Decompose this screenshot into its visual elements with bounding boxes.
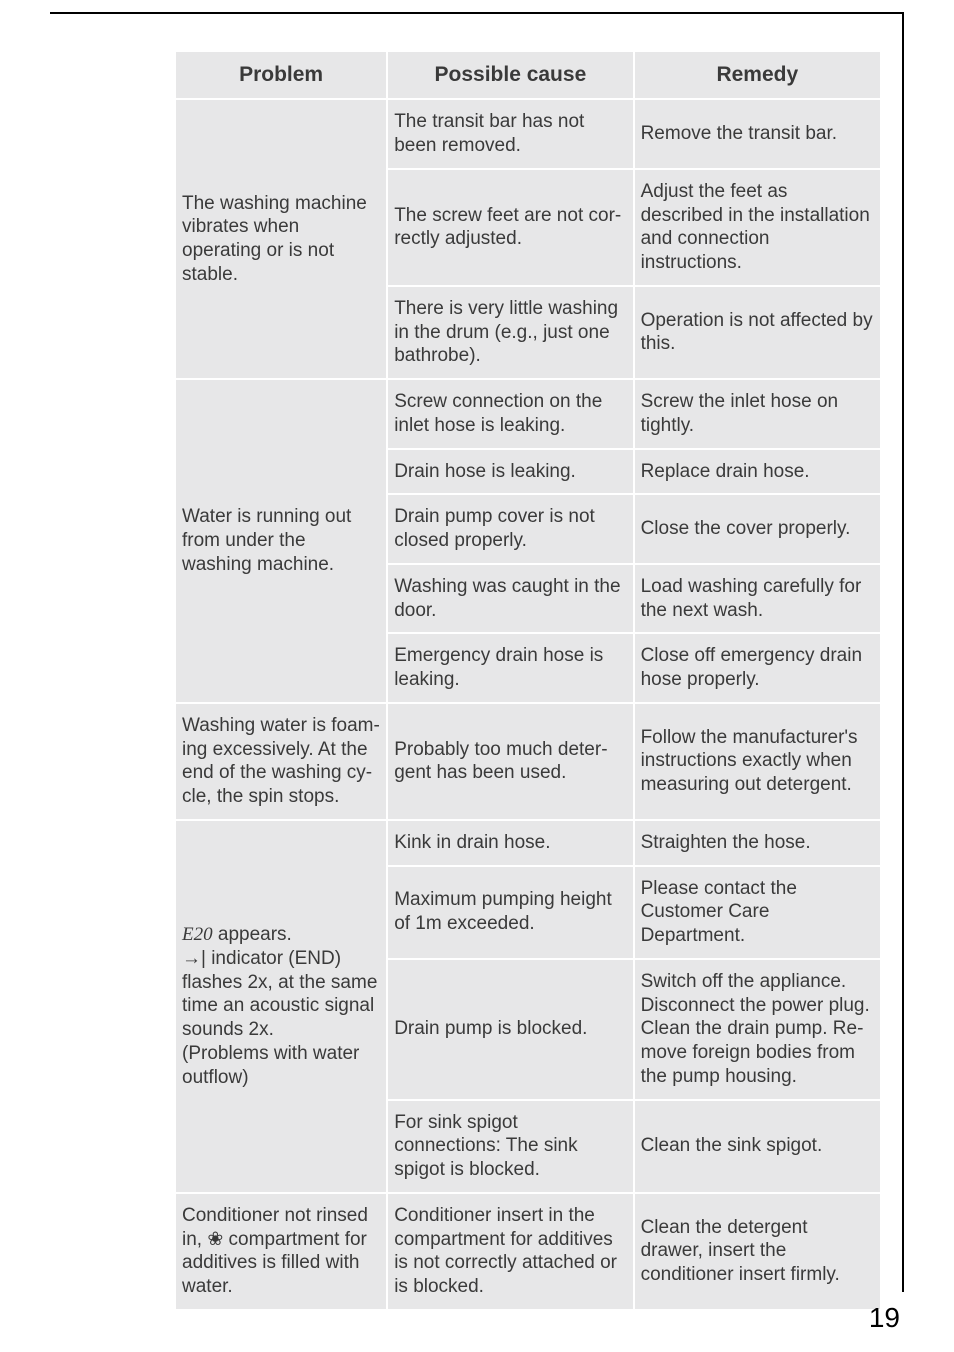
table-row: Washing water is foam­ing excessively. A…	[176, 703, 880, 820]
page-number: 19	[869, 1302, 900, 1334]
cell-problem: E20 appears. →| indicator (END) flashes …	[176, 820, 387, 1193]
cell-cause: The screw feet are not cor­rectly adjust…	[387, 169, 633, 286]
cell-cause: Drain pump is blocked.	[387, 959, 633, 1100]
cell-cause: Drain hose is leaking.	[387, 449, 633, 495]
cell-cause: Screw connection on the in­let hose is l…	[387, 379, 633, 449]
cell-cause: Probably too much deter­gent has been us…	[387, 703, 633, 820]
cell-cause: Emergency drain hose is leaking.	[387, 633, 633, 703]
cell-remedy: Replace drain hose.	[634, 449, 880, 495]
cell-remedy: Close off emergency drain hose properly.	[634, 633, 880, 703]
cell-cause: The transit bar has not been removed.	[387, 99, 633, 169]
cell-problem: Washing water is foam­ing excessively. A…	[176, 703, 387, 820]
cell-remedy: Close the cover properly.	[634, 494, 880, 564]
cell-cause: Washing was caught in the door.	[387, 564, 633, 634]
cell-remedy: Clean the detergent drawer, insert the c…	[634, 1193, 880, 1310]
cell-cause: Conditioner insert in the compartment fo…	[387, 1193, 633, 1310]
cell-remedy: Please contact the Customer Care Departm…	[634, 866, 880, 959]
cell-cause: Drain pump cover is not closed properly.	[387, 494, 633, 564]
table-row: The washing machine vibrates when operat…	[176, 99, 880, 169]
troubleshooting-table: Problem Possible cause Remedy The washin…	[176, 52, 880, 1311]
cell-remedy: Screw the inlet hose on tightly.	[634, 379, 880, 449]
table-row: Conditioner not rinsed in, ❀ compartment…	[176, 1193, 880, 1310]
col-remedy: Remedy	[634, 52, 880, 99]
cell-problem: Water is running out from under the wash…	[176, 379, 387, 703]
cell-cause: There is very little washing in the drum…	[387, 286, 633, 379]
table-row: E20 appears. →| indicator (END) flashes …	[176, 820, 880, 866]
cell-remedy: Remove the transit bar.	[634, 99, 880, 169]
table-header-row: Problem Possible cause Remedy	[176, 52, 880, 99]
cell-remedy: Switch off the appliance. Disconnect the…	[634, 959, 880, 1100]
col-problem: Problem	[176, 52, 387, 99]
col-cause: Possible cause	[387, 52, 633, 99]
cell-cause: Kink in drain hose.	[387, 820, 633, 866]
cell-remedy: Straighten the hose.	[634, 820, 880, 866]
troubleshooting-table-wrapper: Problem Possible cause Remedy The washin…	[176, 52, 880, 1311]
cell-remedy: Follow the manufacturer's instructions e…	[634, 703, 880, 820]
cell-remedy: Operation is not affected by this.	[634, 286, 880, 379]
table-row: Water is running out from under the wash…	[176, 379, 880, 449]
cell-cause: Maximum pumping height of 1m exceeded.	[387, 866, 633, 959]
cell-remedy: Clean the sink spigot.	[634, 1100, 880, 1193]
cell-remedy: Adjust the feet as described in the inst…	[634, 169, 880, 286]
cell-problem: Conditioner not rinsed in, ❀ compartment…	[176, 1193, 387, 1310]
cell-cause: For sink spigot connections: The sink sp…	[387, 1100, 633, 1193]
cell-remedy: Load washing carefully for the next wash…	[634, 564, 880, 634]
cell-problem: The washing machine vibrates when operat…	[176, 99, 387, 379]
